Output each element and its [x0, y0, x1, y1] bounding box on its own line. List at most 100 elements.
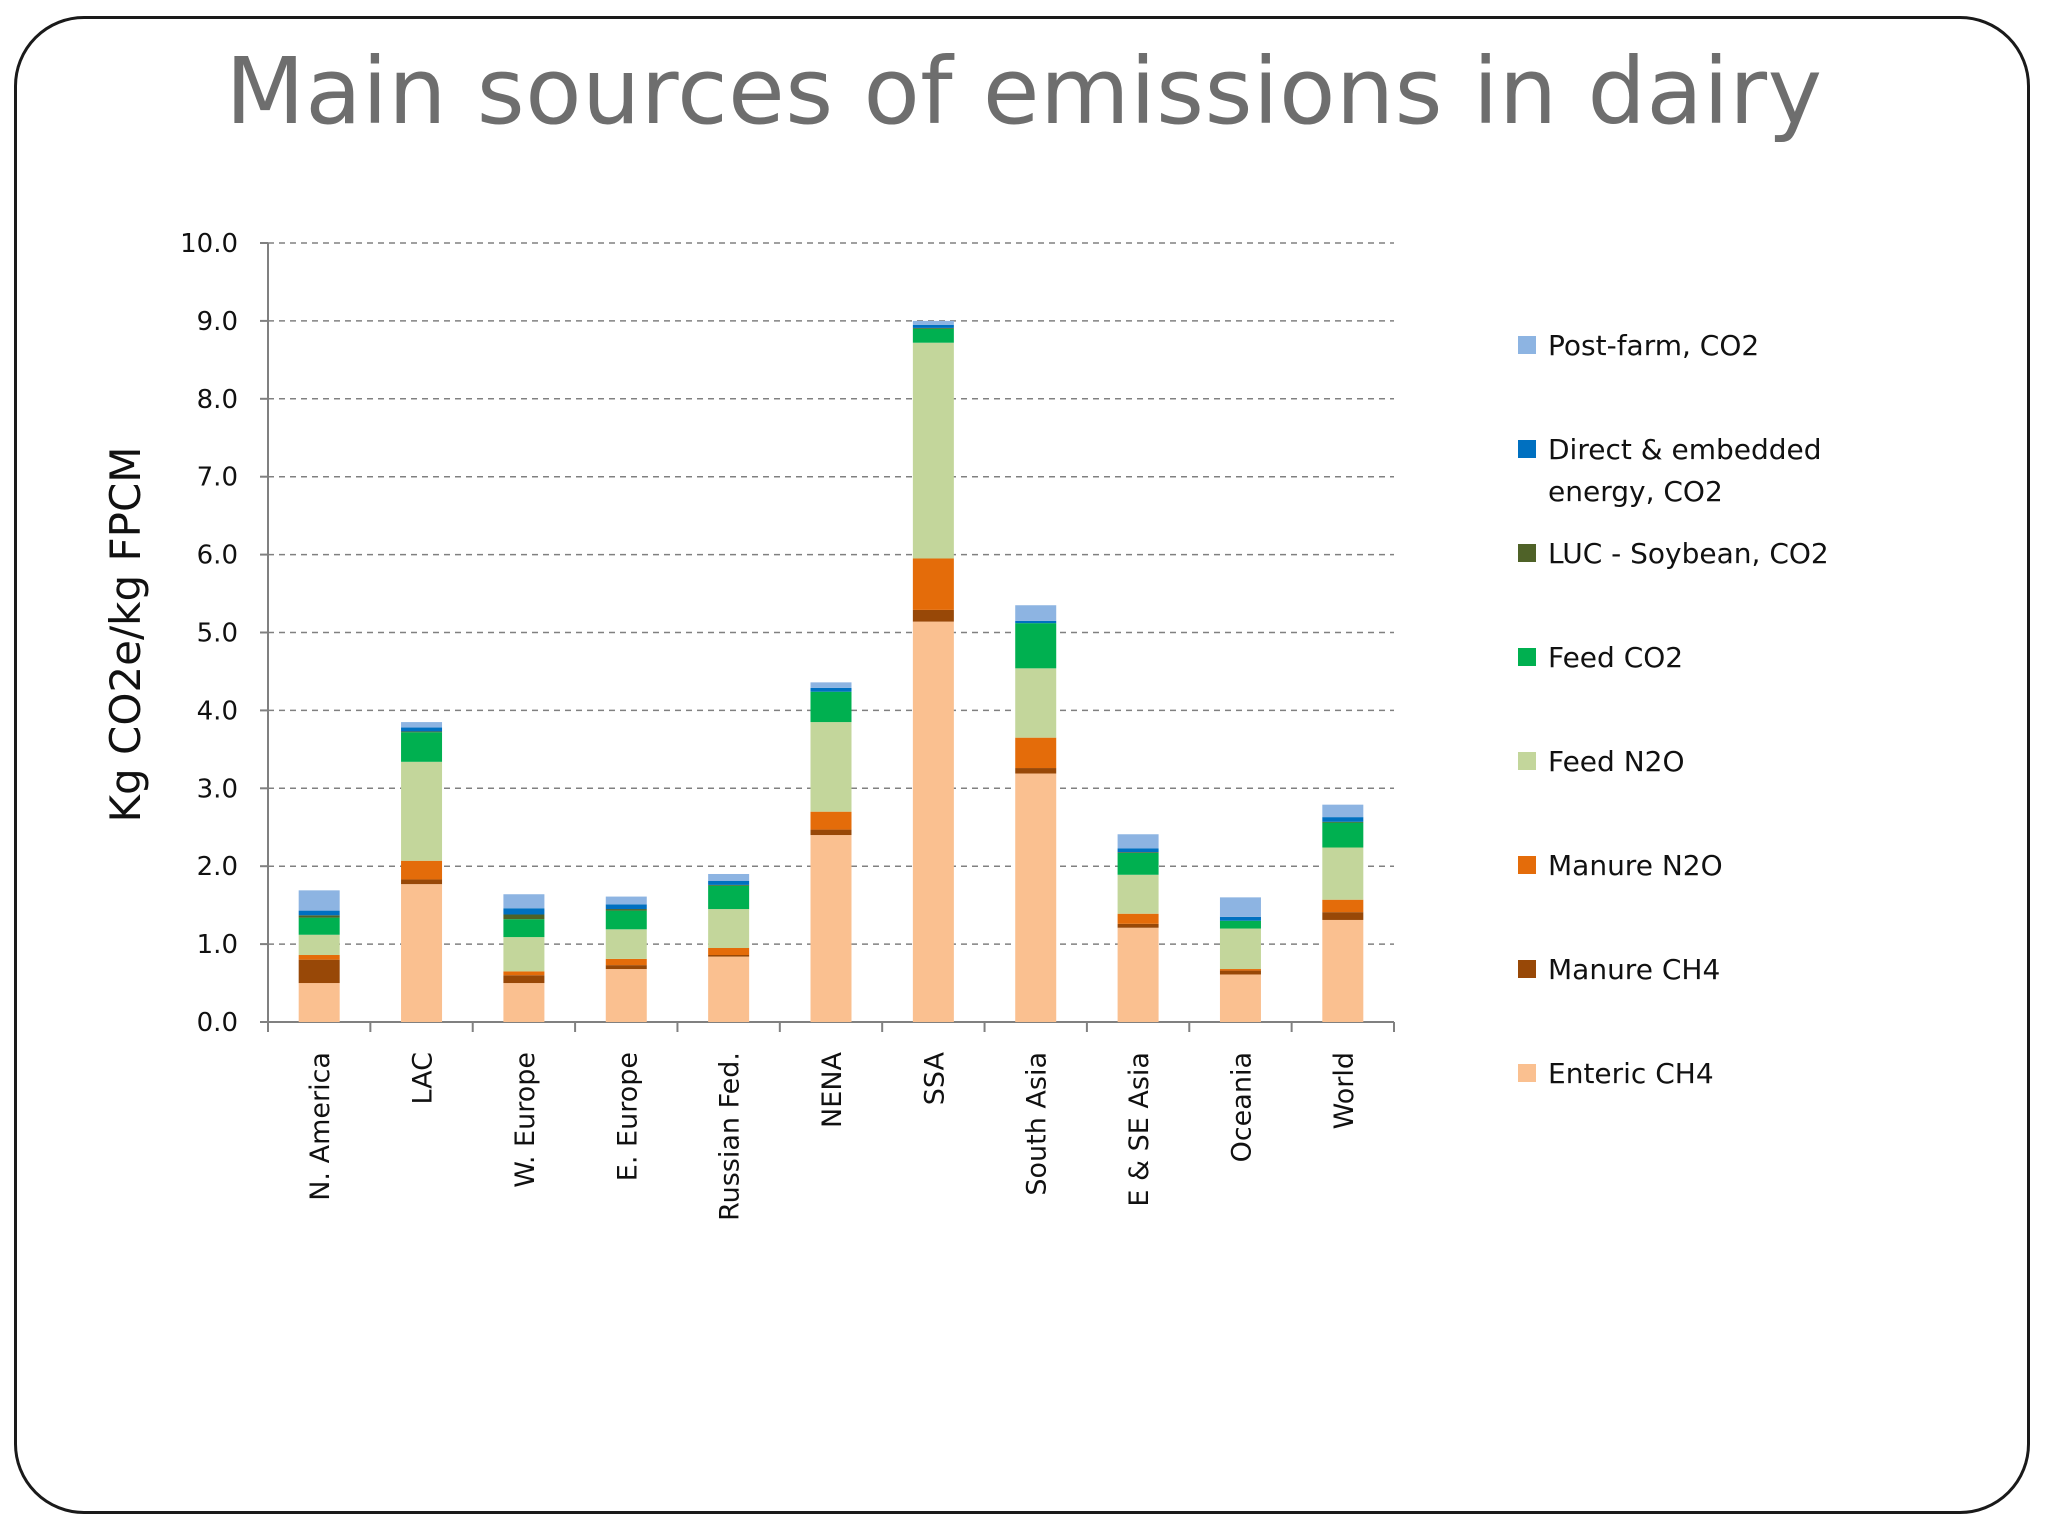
legend-label: Post-farm, CO2 — [1548, 329, 1759, 362]
x-tick-label: Russian Fed. — [715, 1052, 746, 1221]
bar-segment — [503, 975, 545, 984]
y-tick-label: 9.0 — [197, 307, 238, 337]
bar-segment — [1015, 668, 1057, 738]
y-tick-label: 2.0 — [197, 852, 238, 882]
bar-segment — [1322, 817, 1364, 822]
y-tick-label: 1.0 — [197, 930, 238, 960]
bar-segment — [503, 908, 545, 915]
bar-segment — [708, 885, 750, 910]
bar-segment — [1219, 969, 1261, 971]
bar-segment — [605, 910, 647, 930]
legend-label: Feed N2O — [1548, 745, 1685, 778]
bar-segment — [401, 879, 443, 885]
bar-segment — [605, 929, 647, 959]
bar-segment — [298, 959, 340, 984]
x-tick-label: NENA — [817, 1051, 848, 1127]
bar-segment — [401, 860, 443, 880]
bar-segment — [810, 722, 852, 812]
bar-segment — [503, 894, 545, 909]
bar-segment — [503, 971, 545, 976]
bar-segment — [298, 910, 340, 916]
bar-segment — [810, 691, 852, 723]
y-tick-label: 8.0 — [197, 385, 238, 415]
bar-segment — [1117, 852, 1159, 875]
legend-label: Manure N2O — [1548, 849, 1723, 882]
bar-segment — [1117, 923, 1159, 928]
legend-swatch — [1518, 856, 1536, 874]
x-tick-label: SSA — [919, 1051, 950, 1105]
bar-segment — [503, 937, 545, 972]
bar-segment — [1117, 913, 1159, 924]
bar-segment — [912, 328, 954, 343]
legend: Post-farm, CO2 Direct & embedded energy, C… — [1518, 329, 1829, 1090]
x-tick-label: Oceania — [1226, 1052, 1257, 1162]
bar-segment — [810, 682, 852, 688]
page-title: Main sources of emissions in dairy — [225, 38, 1823, 145]
bar-segment — [810, 829, 852, 836]
bar-segment — [1219, 970, 1261, 975]
bar-segment — [605, 896, 647, 905]
bar-segment — [708, 881, 750, 885]
legend-label: Direct & embedded energy, CO2 — [1548, 433, 1822, 508]
legend-swatch — [1518, 648, 1536, 666]
y-tick-label: 5.0 — [197, 619, 238, 649]
bar-segment — [1015, 605, 1057, 621]
bar-segment — [298, 915, 340, 918]
bar-segment — [1117, 852, 1159, 853]
bar-segment — [503, 914, 545, 920]
y-tick-label: 6.0 — [197, 541, 238, 571]
bar-segment — [1117, 874, 1159, 914]
y-tick-label: 10.0 — [180, 229, 238, 259]
legend-label: Feed CO2 — [1548, 641, 1683, 674]
bar-segment — [298, 890, 340, 911]
bar-segment — [1015, 773, 1057, 1022]
y-tick-label: 7.0 — [197, 463, 238, 493]
bar-segment — [912, 324, 954, 328]
legend-swatch — [1518, 544, 1536, 562]
y-tick-label: 4.0 — [197, 696, 238, 726]
y-tick-label: 3.0 — [197, 774, 238, 804]
bar-segment — [1015, 620, 1057, 624]
legend-swatch — [1518, 440, 1536, 458]
y-axis-label: Kg CO2e/kg FPCM — [101, 446, 150, 822]
legend-swatch — [1518, 960, 1536, 978]
bar-segment — [298, 983, 340, 1022]
bar-segment — [1322, 919, 1364, 1022]
bar-segment — [708, 956, 750, 1022]
bar-segment — [708, 884, 750, 886]
legend-swatch — [1518, 336, 1536, 354]
bar-segment — [1219, 974, 1261, 1022]
bar-segment — [1322, 822, 1364, 848]
bar-segment — [1322, 804, 1364, 818]
x-tick-label: N. America — [305, 1052, 336, 1201]
bar-segment — [912, 327, 954, 329]
bar-segment — [912, 609, 954, 622]
bar-segment — [810, 687, 852, 692]
bar-segment — [401, 732, 443, 762]
bar-segment — [1219, 916, 1261, 921]
bar-segment — [1015, 768, 1057, 774]
bar-segment — [605, 969, 647, 1022]
x-tick-label: South Asia — [1022, 1052, 1053, 1196]
y-tick-label: 0.0 — [197, 1008, 238, 1038]
bar-segment — [1322, 912, 1364, 920]
bar-segment — [605, 904, 647, 910]
x-tick-label: World — [1329, 1052, 1360, 1129]
bar-segment — [1117, 834, 1159, 849]
legend-label: Manure CH4 — [1548, 953, 1720, 986]
x-tick-label: W. Europe — [510, 1052, 541, 1188]
axis-labels: 0.0 1.0 2.0 3.0 4.0 5.0 6.0 7.0 8.0 9.0 10.0 N. Ame… — [101, 229, 1360, 1221]
legend-swatch — [1518, 752, 1536, 770]
bar-segment — [1322, 847, 1364, 900]
bar-segment — [708, 873, 750, 882]
bar-segment — [605, 965, 647, 970]
bar-segment — [810, 811, 852, 830]
bar-segment — [708, 955, 750, 957]
bar-segment — [503, 983, 545, 1022]
bar-segment — [1015, 623, 1057, 669]
bar-segment — [1219, 920, 1261, 929]
bar-segment — [1322, 899, 1364, 913]
bar-segment — [912, 621, 954, 1022]
bar-segment — [298, 917, 340, 935]
bar-segment — [605, 909, 647, 911]
